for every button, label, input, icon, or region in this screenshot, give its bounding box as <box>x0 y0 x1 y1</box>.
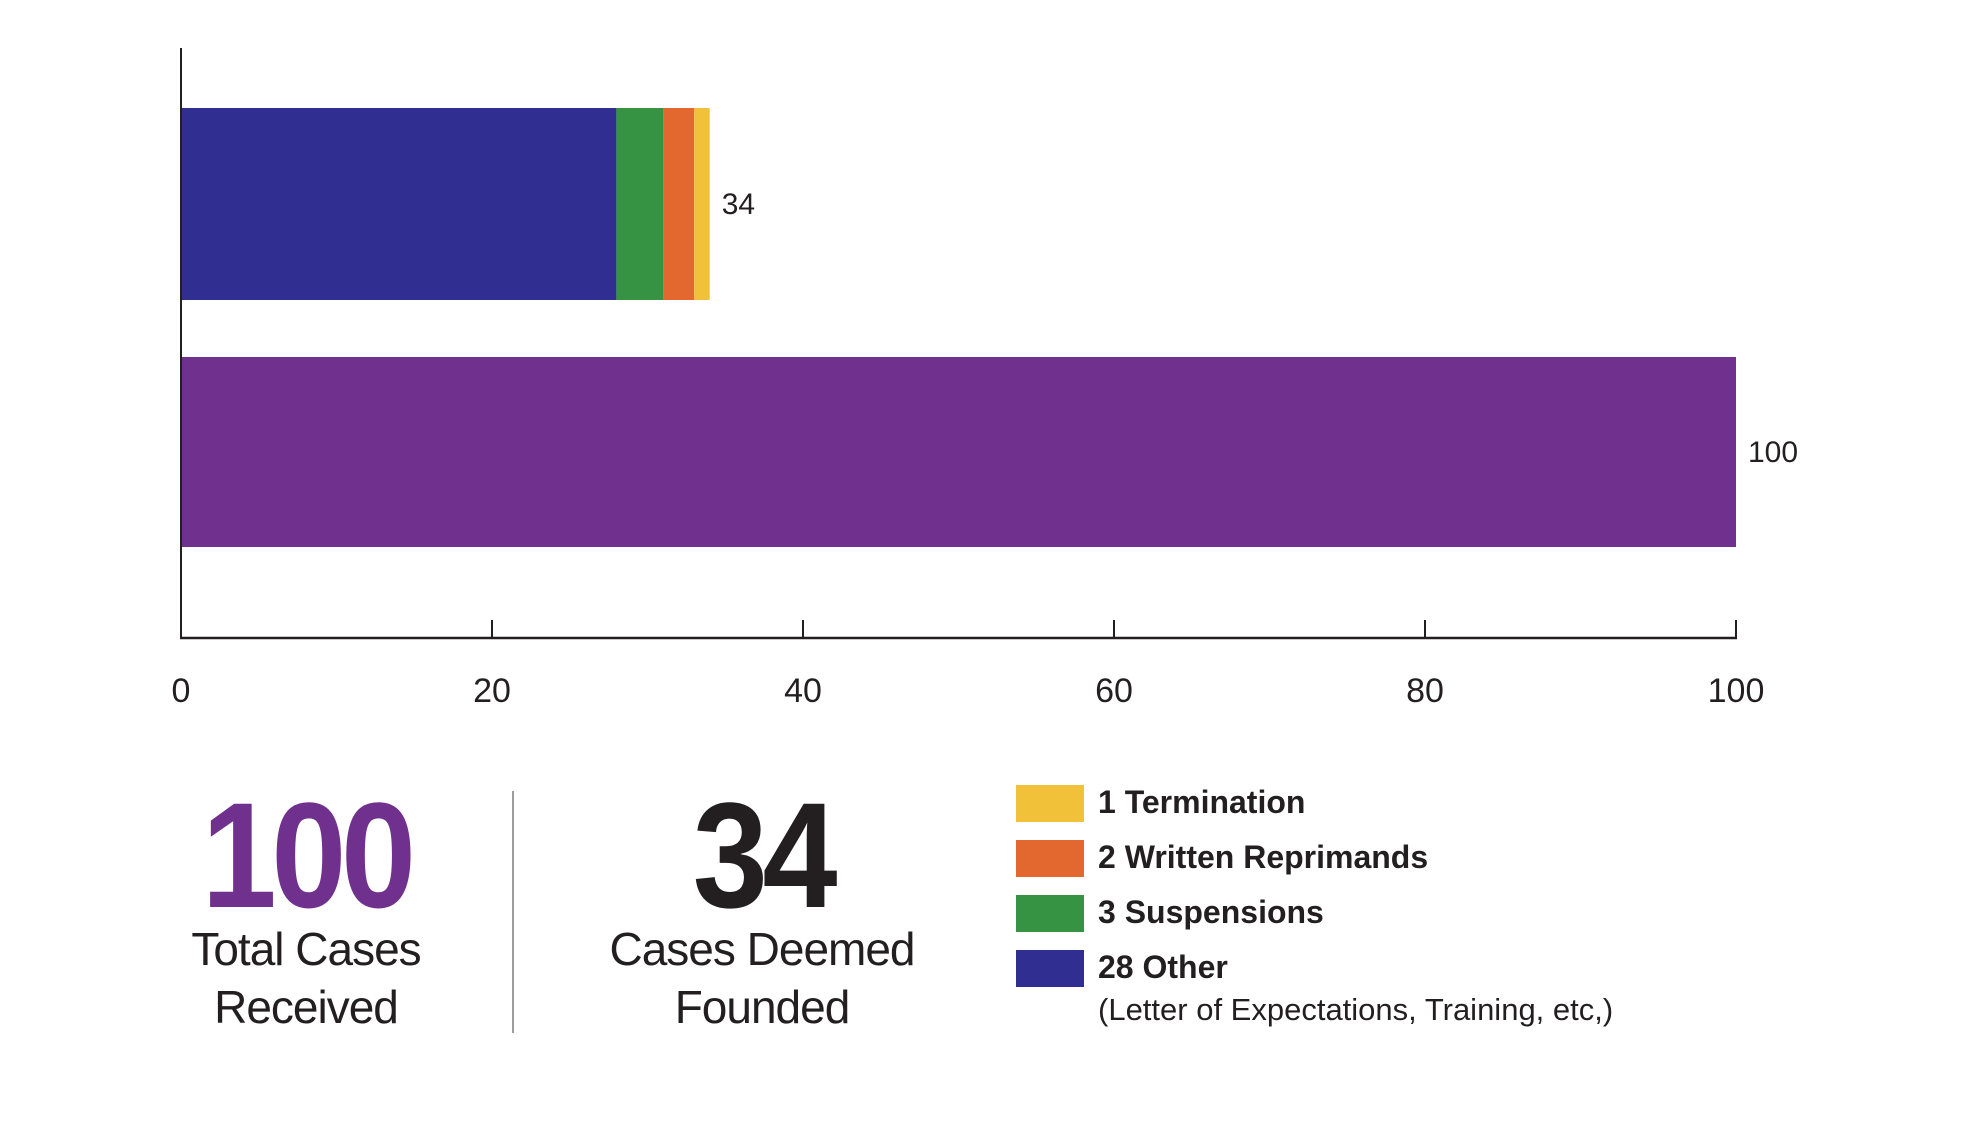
legend-other-note: (Letter of Expectations, Training, etc,) <box>1098 992 1614 1027</box>
bar-segment-written-reprimands <box>663 108 695 300</box>
x-tick-label: 60 <box>1095 672 1133 710</box>
legend-label: 3 Suspensions <box>1098 894 1324 930</box>
bar-chart: 34 100 0 20 40 60 80 100 <box>172 48 1798 710</box>
bar-segment-termination <box>694 108 710 300</box>
bar-segment-suspensions <box>616 108 664 300</box>
stat-received-line1: Total Cases <box>191 923 421 975</box>
stat-founded-line1: Cases Deemed <box>609 923 915 975</box>
x-tick-label: 20 <box>473 672 511 710</box>
stat-founded-line2: Founded <box>674 981 851 1033</box>
x-tick-label: 0 <box>172 672 191 710</box>
stats-divider <box>512 791 514 1033</box>
legend-label: 28 Other <box>1098 949 1228 985</box>
bars-group: 34 100 <box>181 108 1798 547</box>
stat-received-number: 100 <box>201 771 415 939</box>
legend-swatch <box>1016 840 1084 877</box>
x-tick-label: 40 <box>784 672 822 710</box>
bar-segment-other <box>181 108 617 300</box>
legend-swatch <box>1016 895 1084 932</box>
legend-swatch <box>1016 785 1084 822</box>
bar-value-label: 34 <box>722 188 755 221</box>
x-tick-label: 100 <box>1708 672 1765 710</box>
bar-value-label: 100 <box>1748 436 1798 469</box>
stat-received-line2: Received <box>214 981 399 1033</box>
stat-deemed-founded: 34 Cases Deemed Founded <box>552 771 972 1036</box>
x-ticks-group: 0 20 40 60 80 100 <box>172 620 1765 710</box>
legend-label: 1 Termination <box>1098 784 1306 820</box>
bar-segment-total-cases-received <box>181 357 1736 547</box>
stat-founded-number: 34 <box>692 771 837 939</box>
stat-total-received: 100 Total Cases Received <box>96 771 516 1036</box>
x-tick-label: 80 <box>1406 672 1444 710</box>
legend-label: 2 Written Reprimands <box>1098 839 1429 875</box>
legend-swatch <box>1016 950 1084 987</box>
